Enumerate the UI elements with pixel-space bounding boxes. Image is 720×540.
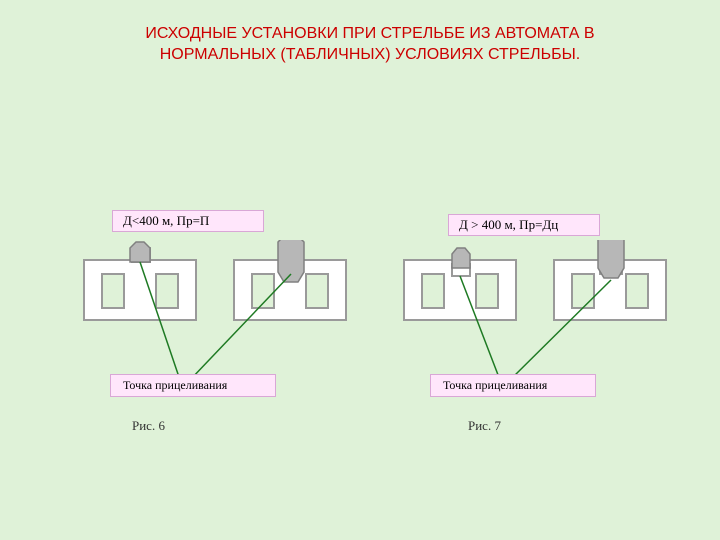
left-caption: Рис. 6 — [132, 418, 165, 434]
page-title: ИСХОДНЫЕ УСТАНОВКИ ПРИ СТРЕЛЬБЕ ИЗ АВТОМ… — [90, 24, 650, 66]
left-condition-label: Д<400 м, Пр=П — [112, 210, 264, 232]
right-aim-label: Точка прицеливания — [430, 374, 596, 397]
title-line-1: ИСХОДНЫЕ УСТАНОВКИ ПРИ СТРЕЛЬБЕ ИЗ АВТОМ… — [145, 25, 594, 42]
right-caption: Рис. 7 — [468, 418, 501, 434]
left-aim-label: Точка прицеливания — [110, 374, 276, 397]
title-line-2: НОРМАЛЬНЫХ (ТАБЛИЧНЫХ) УСЛОВИЯХ СТРЕЛЬБЫ… — [160, 46, 580, 63]
right-condition-label: Д > 400 м, Пр=Дц — [448, 214, 600, 236]
